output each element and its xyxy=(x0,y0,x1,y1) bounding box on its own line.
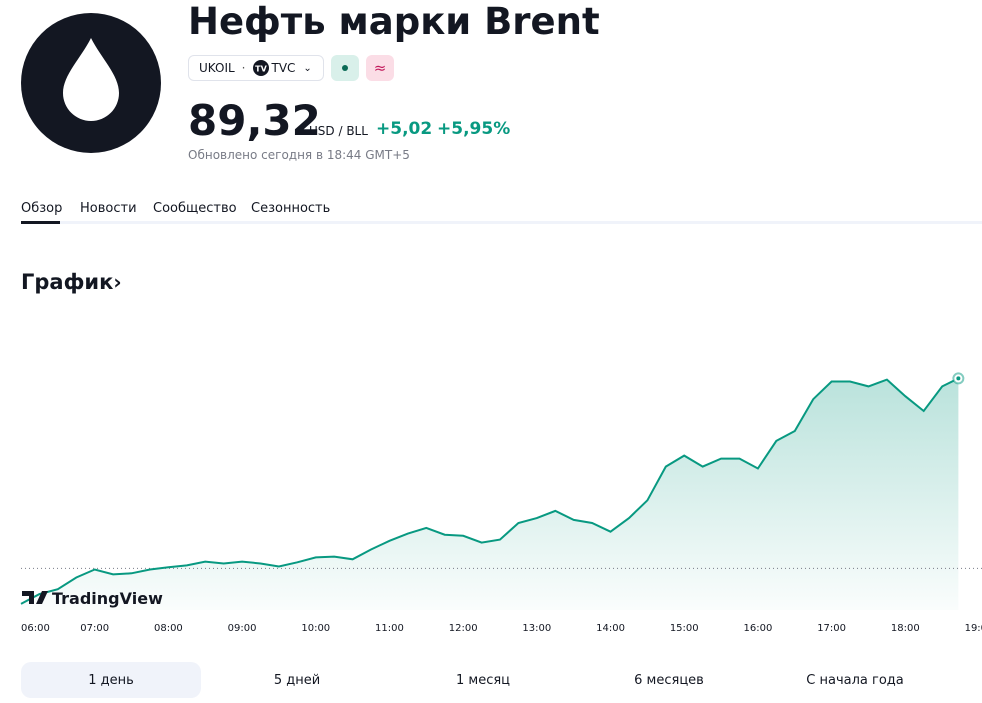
exchange-icon: TV xyxy=(252,60,269,76)
line xyxy=(20,377,959,605)
chart: TradingView 06:00 07:00 08:00 09:00 10:00 11:0… xyxy=(20,372,982,634)
tab[interactable]: Обзор xyxy=(21,201,63,216)
range-button[interactable]: 1 месяц xyxy=(455,672,511,688)
delayed-icon[interactable]: ≈ xyxy=(366,55,394,81)
tab[interactable]: Сезонность xyxy=(251,201,331,216)
x-tick-label: 19:00 xyxy=(965,623,982,634)
change: +5,02 xyxy=(376,119,433,139)
last-point-dot xyxy=(956,376,961,381)
x-tick-label: 11:00 xyxy=(375,623,404,634)
x-tick-label: 06:00 xyxy=(21,623,50,634)
price: 89,32 xyxy=(188,96,321,145)
x-tick-label: 17:00 xyxy=(817,623,846,634)
range-button[interactable]: 5 дней xyxy=(273,672,321,688)
logo xyxy=(21,13,161,153)
symbol: UKOIL xyxy=(199,61,235,75)
x-tick-label: 10:00 xyxy=(301,623,330,634)
x-tick-label: 18:00 xyxy=(891,623,920,634)
x-tick-label: 12:00 xyxy=(449,623,478,634)
range-button[interactable]: С начала года xyxy=(806,672,904,688)
x-tick-label: 16:00 xyxy=(744,623,773,634)
x-tick-label: 15:00 xyxy=(670,623,699,634)
currency: USD / BLL xyxy=(309,124,368,138)
change-percent: +5,95% xyxy=(437,119,511,139)
section-title[interactable]: График› xyxy=(21,270,122,294)
x-tick-label: 13:00 xyxy=(522,623,551,634)
range-button[interactable]: 6 месяцев xyxy=(634,672,704,688)
title: Нефть марки Brent xyxy=(188,0,600,43)
x-tick-label: 08:00 xyxy=(154,623,183,634)
brand-text: TradingView xyxy=(52,589,163,608)
symbol-chip[interactable]: UKOIL · TV TVC ⌄ xyxy=(188,55,324,81)
x-tick-label: 09:00 xyxy=(228,623,257,634)
svg-text:TV: TV xyxy=(255,65,267,74)
x-tick-label: 07:00 xyxy=(80,623,109,634)
exchange: TVC xyxy=(271,61,296,75)
tab-active xyxy=(21,221,60,224)
x-tick-label: 14:00 xyxy=(596,623,625,634)
range-button[interactable]: 1 день xyxy=(21,662,201,698)
area xyxy=(21,378,959,610)
brand: TradingView xyxy=(22,589,163,608)
updated: Обновлено сегодня в 18:44 GMT+5 xyxy=(188,148,410,162)
section-title-text: График xyxy=(21,270,114,294)
brand-icon xyxy=(22,591,48,604)
market-status[interactable] xyxy=(331,55,359,81)
tab[interactable]: Сообщество xyxy=(153,201,237,216)
tab[interactable]: Новости xyxy=(80,201,137,216)
tab-rule xyxy=(21,221,982,224)
